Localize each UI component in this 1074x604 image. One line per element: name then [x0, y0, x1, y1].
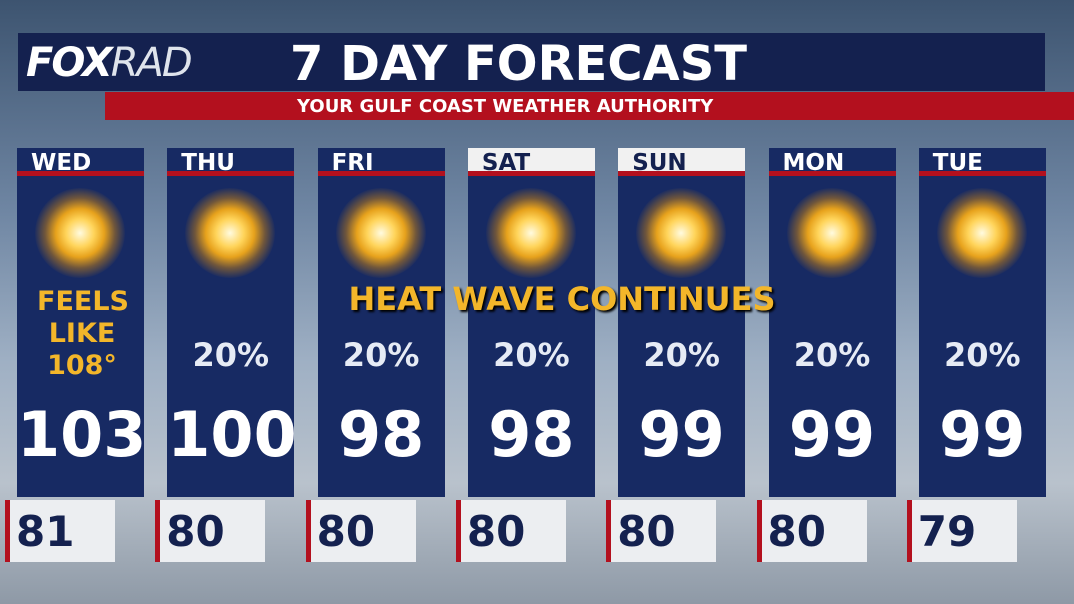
weather-icon	[485, 188, 576, 278]
high-temp: 100	[167, 398, 297, 471]
day-column: SUN 20% 99	[618, 148, 746, 497]
weather-icon	[786, 188, 877, 278]
precip-chance: 20%	[944, 336, 1021, 374]
weather-icon	[636, 188, 727, 278]
day-name: WED	[17, 148, 144, 176]
low-temp: 79	[906, 500, 1017, 562]
day-column: FRI 20% 98	[317, 148, 445, 497]
title: 7 DAY FORECAST	[290, 36, 748, 92]
low-temp: 80	[455, 500, 566, 562]
precip-chance: 20%	[493, 336, 570, 374]
day-column: MON 20% 99	[768, 148, 896, 497]
low-temp: 80	[756, 500, 867, 562]
day-name: SUN	[618, 148, 746, 176]
logo: FOXRAD	[26, 40, 193, 86]
weather-icon	[35, 188, 125, 278]
precip-chance: 20%	[793, 336, 871, 374]
low-temp: 81	[5, 500, 115, 562]
high-temp: 99	[788, 398, 876, 471]
day-column: WED FEELS LIKE 108° 103	[17, 148, 147, 497]
precip-chance: 20%	[192, 336, 270, 374]
low-temp: 80	[606, 500, 717, 562]
weather-icon	[185, 188, 276, 278]
low-temp: 80	[305, 500, 416, 562]
high-temp: 98	[337, 398, 425, 471]
day-name: THU	[167, 148, 295, 176]
precip-chance: 20%	[342, 336, 420, 374]
high-temp: 99	[638, 398, 725, 471]
high-temp: 103	[17, 398, 147, 471]
logo-rad: RAD	[110, 40, 193, 86]
day-column: SAT 20% 98	[467, 148, 595, 497]
banner: HEAT WAVE CONTINUES	[348, 280, 776, 318]
high-temp: 99	[939, 398, 1026, 471]
feels-like: FEELS LIKE 108°	[37, 286, 129, 381]
high-temp: 98	[488, 398, 575, 471]
day-column: TUE 20% 99	[918, 148, 1046, 497]
day-column: THU 20% 100	[167, 148, 297, 497]
weather-icon	[335, 188, 426, 278]
day-name: FRI	[317, 148, 445, 176]
weather-icon	[936, 188, 1027, 278]
low-temp: 80	[155, 500, 266, 562]
day-name: MON	[768, 148, 896, 176]
precip-chance: 20%	[643, 336, 720, 374]
subtitle-bar	[105, 92, 1074, 120]
logo-fox: FOX	[26, 40, 113, 86]
day-name: SAT	[467, 148, 595, 176]
day-name: TUE	[918, 148, 1046, 176]
subtitle: YOUR GULF COAST WEATHER AUTHORITY	[297, 96, 714, 117]
title-bar	[18, 33, 1045, 91]
